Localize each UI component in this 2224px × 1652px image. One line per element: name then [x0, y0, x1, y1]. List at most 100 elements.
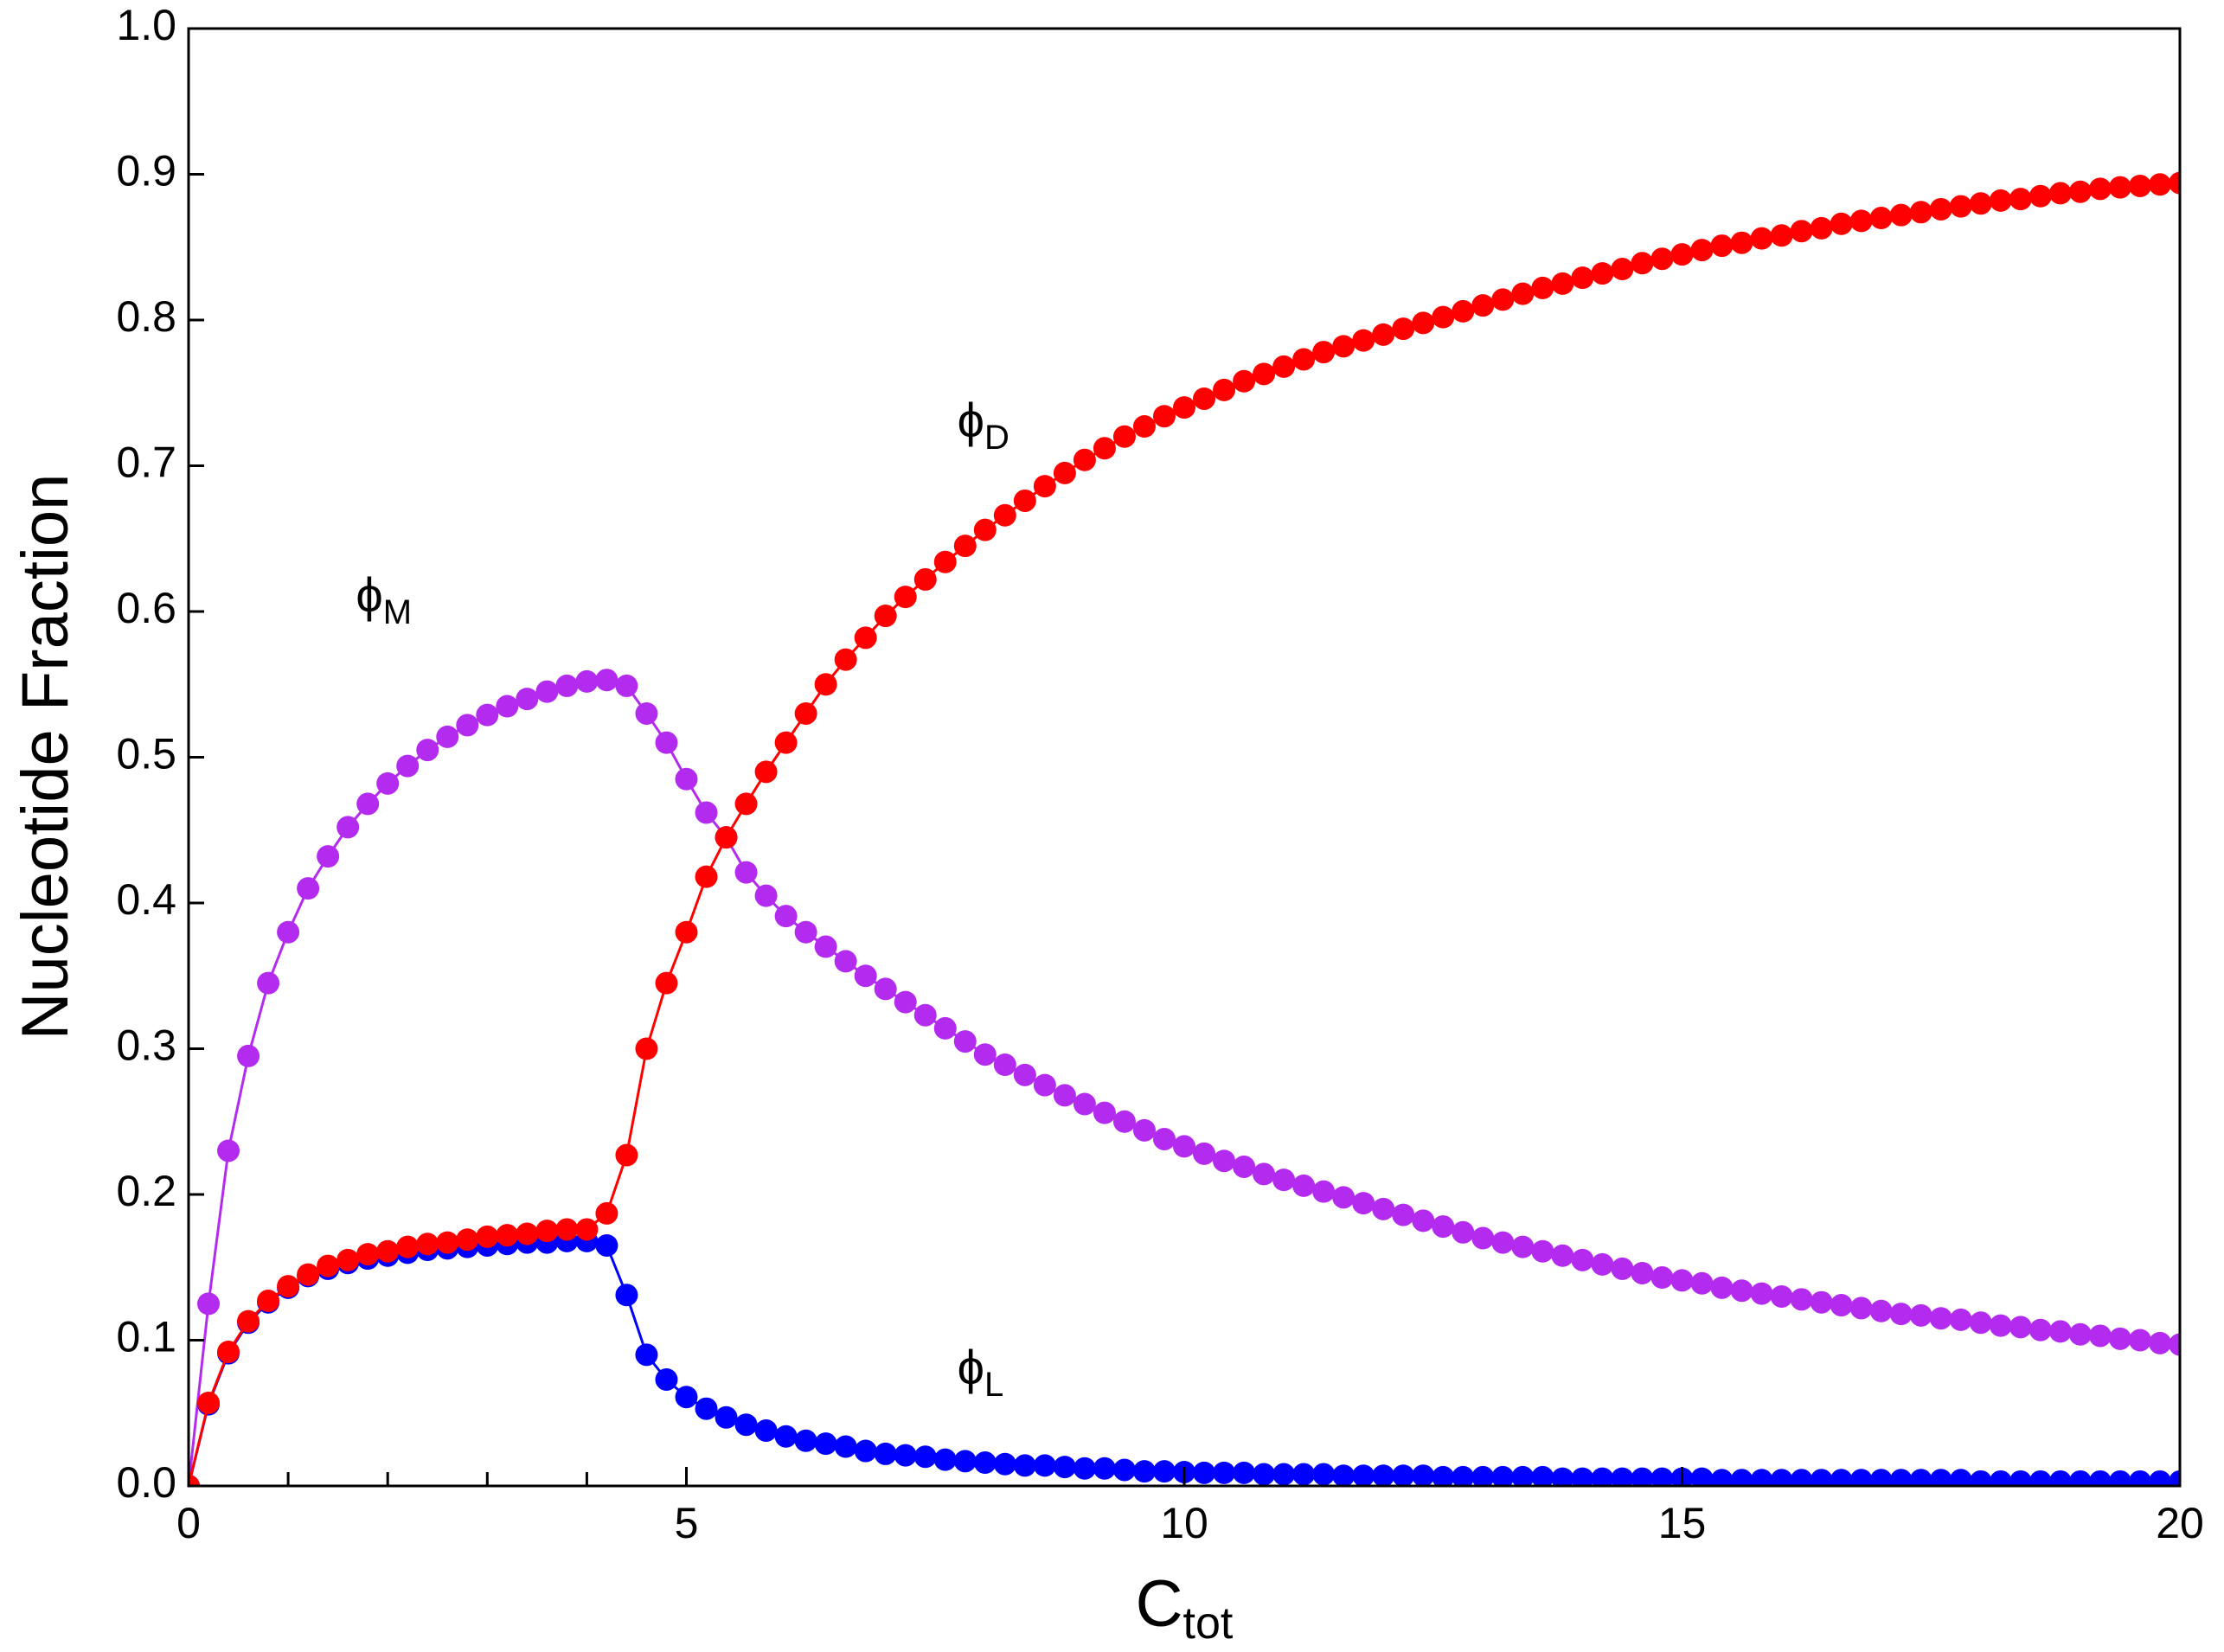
- data-point: [1332, 1186, 1356, 1209]
- data-point: [1013, 1454, 1036, 1477]
- y-tick-label: 0.0: [116, 1458, 176, 1507]
- data-point: [854, 626, 877, 650]
- data-point: [1750, 1469, 1773, 1486]
- data-point: [1611, 258, 1634, 281]
- data-point: [1033, 1454, 1056, 1477]
- data-point: [257, 1290, 280, 1313]
- data-point: [555, 1218, 579, 1241]
- data-point: [1491, 288, 1515, 311]
- data-point: [1571, 266, 1594, 290]
- data-point: [814, 935, 837, 958]
- data-point: [874, 1442, 897, 1465]
- data-point: [197, 1391, 221, 1414]
- data-point: [336, 1248, 360, 1271]
- data-point: [217, 1340, 240, 1363]
- data-point: [1770, 1469, 1793, 1486]
- data-point: [1152, 1127, 1176, 1150]
- data-point: [655, 1367, 678, 1391]
- data-point: [1452, 1465, 1475, 1486]
- data-point: [1830, 1294, 1853, 1317]
- data-point: [2068, 1470, 2092, 1486]
- data-point: [993, 1452, 1016, 1476]
- data-point: [1392, 317, 1415, 341]
- data-point: [595, 669, 618, 692]
- data-point: [1452, 1220, 1475, 1244]
- data-point: [1053, 1456, 1076, 1479]
- data-point: [1869, 1469, 1893, 1486]
- data-point: [1929, 197, 1952, 221]
- data-point: [2029, 1470, 2052, 1486]
- data-point: [635, 1037, 658, 1060]
- data-point: [1053, 1084, 1076, 1107]
- data-point: [854, 1439, 877, 1463]
- y-tick-label: 0.5: [116, 730, 176, 778]
- data-point: [1173, 1135, 1195, 1158]
- data-point: [1949, 1469, 1972, 1486]
- data-point: [2148, 173, 2171, 196]
- data-point: [913, 1445, 937, 1469]
- data-point: [1869, 1299, 1893, 1322]
- data-point: [1372, 1464, 1395, 1486]
- data-point: [2029, 1318, 2052, 1341]
- data-point: [1332, 335, 1356, 358]
- data-point: [336, 816, 360, 839]
- data-point: [1551, 1244, 1574, 1267]
- data-point: [1392, 1203, 1415, 1226]
- data-point: [1471, 1465, 1495, 1486]
- annotation-symbol: ϕ: [356, 567, 382, 622]
- data-point: [1511, 282, 1535, 305]
- series-line: [189, 1239, 2180, 1486]
- data-point: [1849, 209, 1873, 233]
- data-point: [715, 1405, 738, 1429]
- data-point: [913, 1003, 937, 1027]
- data-point: [1412, 311, 1435, 335]
- data-point: [1969, 192, 1992, 215]
- data-point: [496, 695, 519, 718]
- data-point: [1571, 1467, 1594, 1486]
- data-point: [2108, 1327, 2131, 1350]
- data-point: [2048, 1470, 2072, 1486]
- data-point: [794, 920, 817, 944]
- data-point: [1213, 1149, 1236, 1173]
- data-point: [734, 1413, 758, 1437]
- data-point: [1790, 220, 1813, 243]
- data-point: [2009, 1470, 2032, 1486]
- data-point: [1949, 195, 1972, 218]
- data-point: [1272, 1169, 1296, 1192]
- data-point: [1790, 1288, 1813, 1311]
- data-point: [535, 680, 559, 703]
- data-point: [317, 845, 340, 868]
- data-point: [1432, 1215, 1455, 1239]
- data-point: [1889, 1469, 1913, 1486]
- data-point: [1112, 1458, 1136, 1482]
- data-point: [1471, 294, 1495, 317]
- data-point: [1233, 369, 1256, 393]
- data-point: [1810, 216, 1833, 240]
- annotation-subscript: M: [383, 593, 412, 631]
- data-point: [1631, 1467, 1654, 1486]
- data-point: [1352, 329, 1375, 352]
- data-point: [874, 605, 897, 628]
- data-point: [575, 1218, 599, 1241]
- data-point: [1730, 1469, 1753, 1486]
- series-line: [189, 678, 2180, 1486]
- data-point: [1491, 1465, 1515, 1486]
- data-point: [675, 767, 698, 791]
- data-point: [834, 1435, 857, 1458]
- data-point: [1152, 405, 1176, 428]
- data-point: [277, 1275, 300, 1298]
- data-point: [814, 1432, 837, 1456]
- data-point: [376, 772, 400, 795]
- x-axis-label-main: C: [1136, 1567, 1183, 1641]
- annotation-subscript: D: [984, 419, 1009, 457]
- data-point: [1233, 1461, 1256, 1484]
- data-point: [1073, 1092, 1096, 1116]
- y-tick-label: 0.4: [116, 875, 176, 924]
- series-annotation: ϕD: [958, 393, 1009, 457]
- data-point: [496, 1224, 519, 1247]
- data-point: [1551, 272, 1574, 295]
- data-point: [993, 503, 1016, 527]
- data-point: [1591, 262, 1614, 285]
- y-tick-label: 0.2: [116, 1167, 176, 1215]
- data-point: [297, 877, 320, 900]
